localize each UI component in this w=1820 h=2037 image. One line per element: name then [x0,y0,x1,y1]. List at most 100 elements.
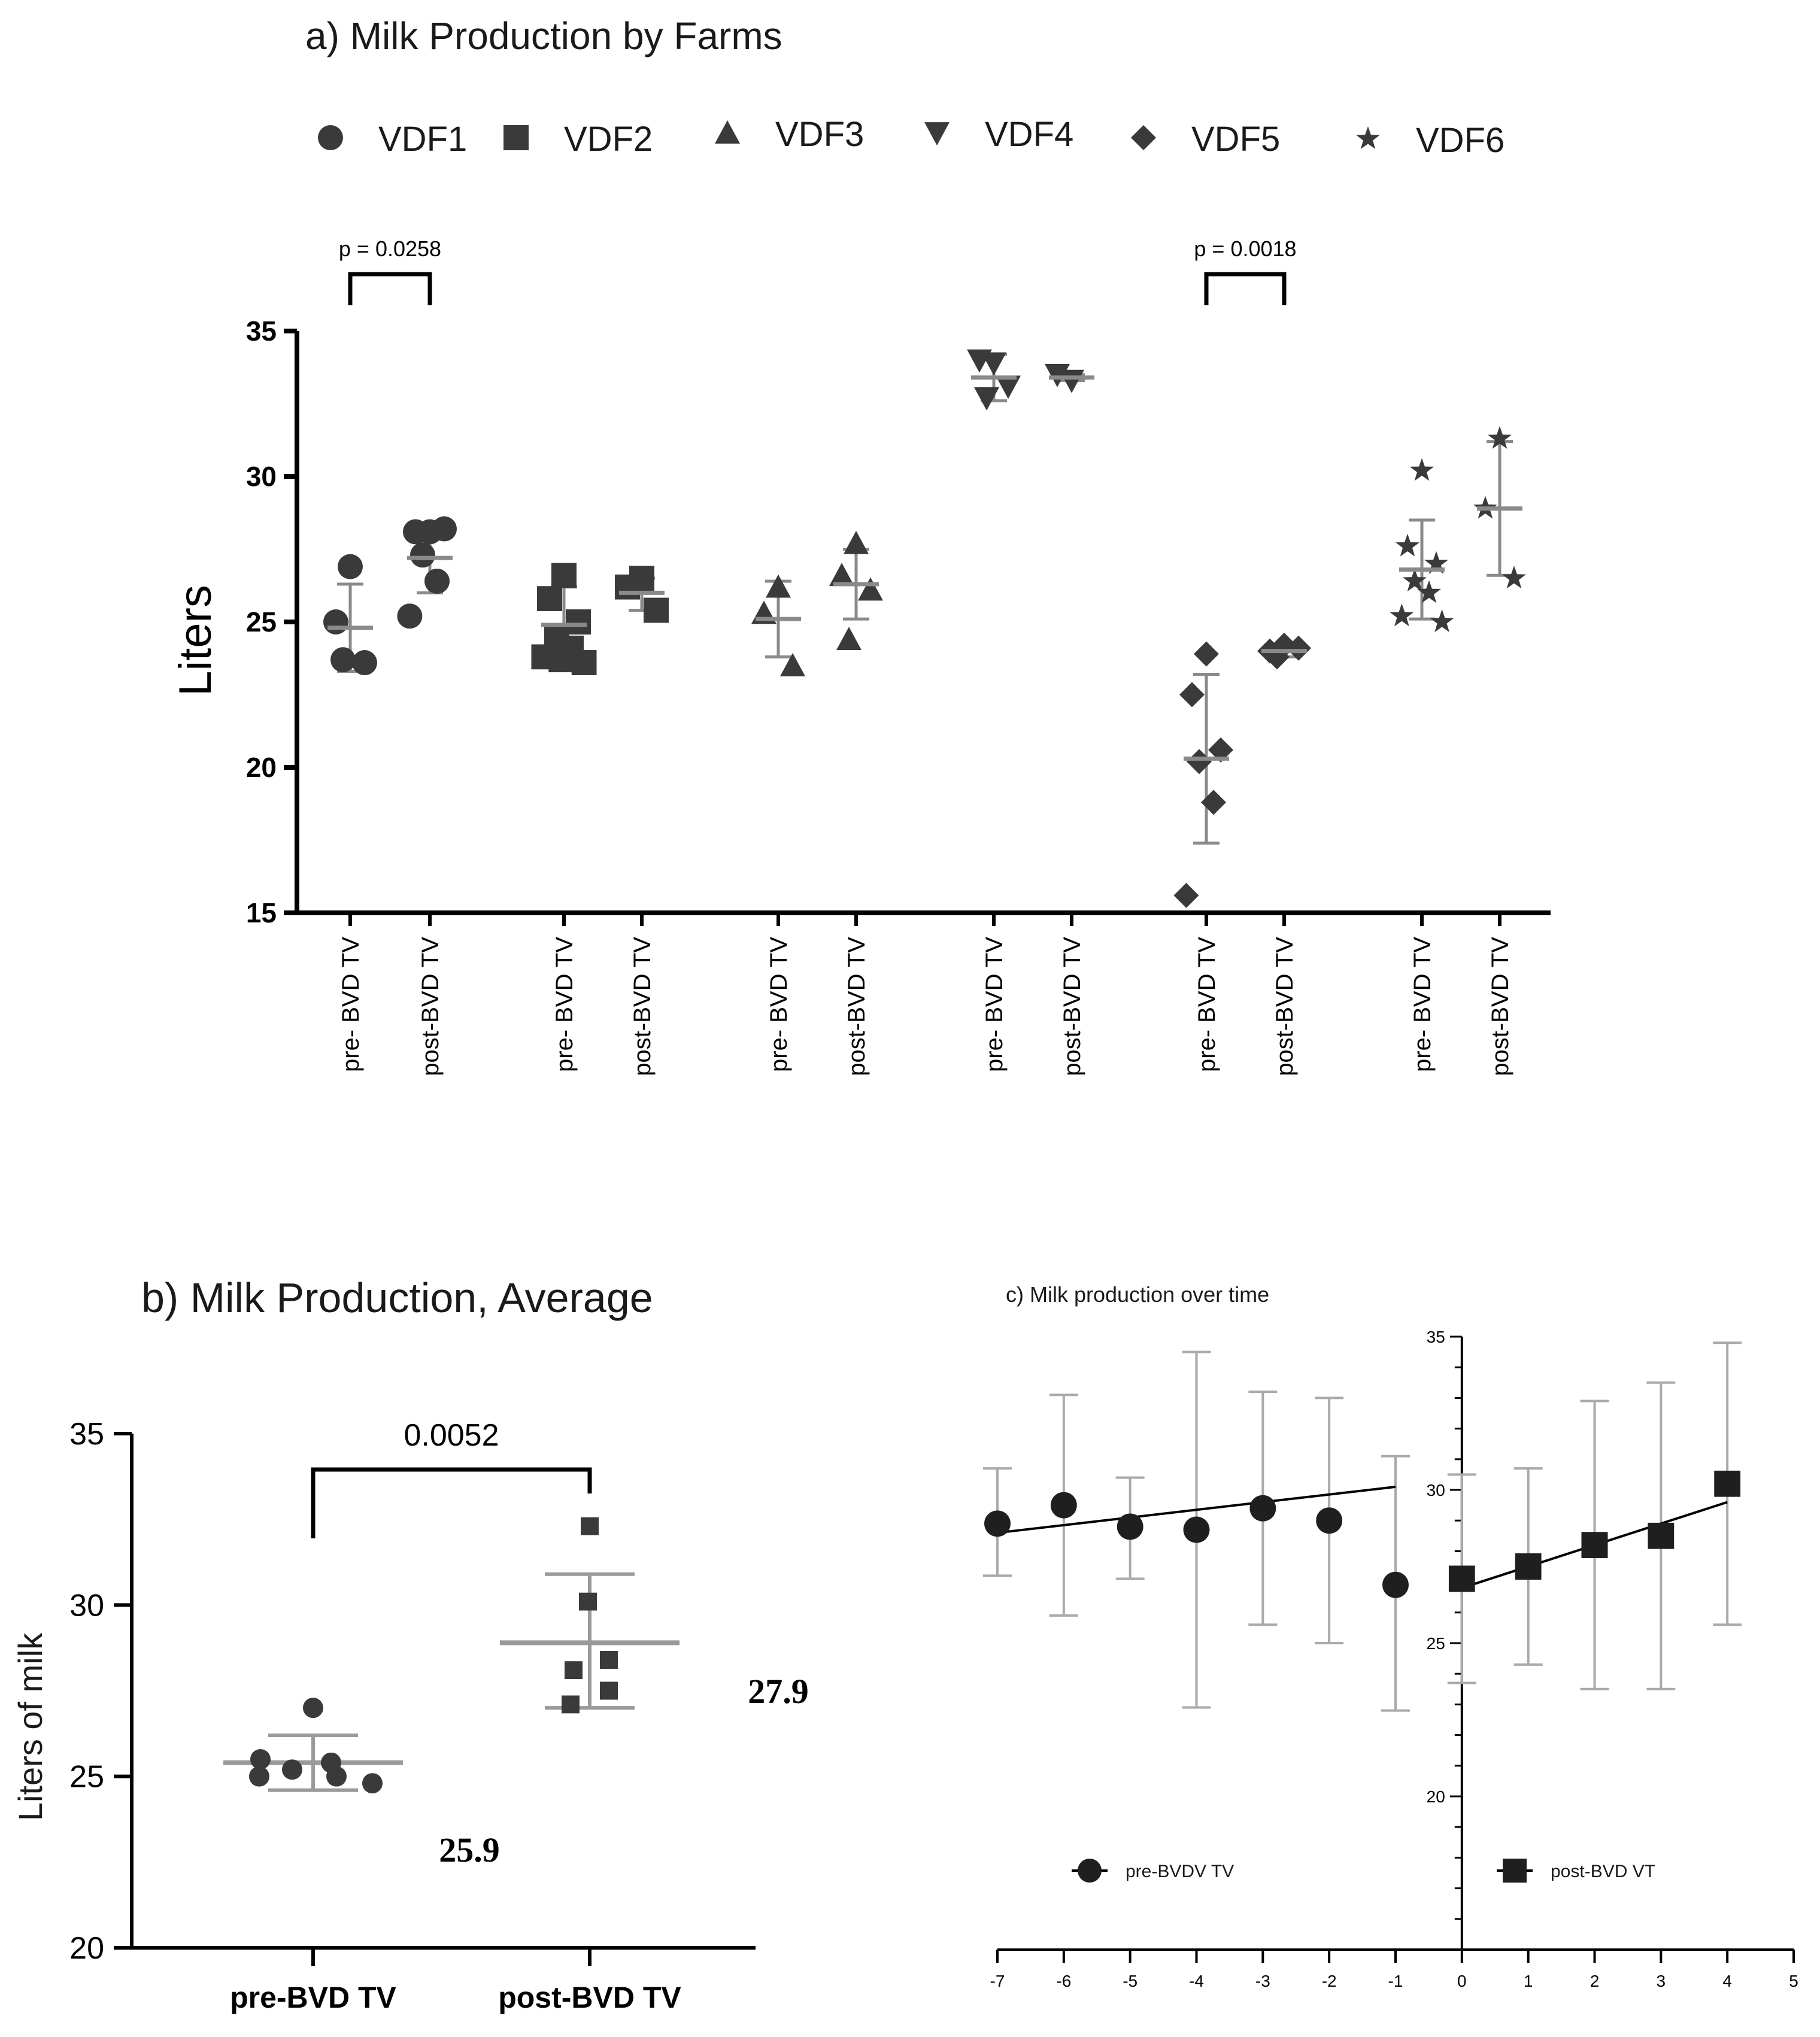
a-legend-item-vdf3: VDF3 [715,115,864,154]
b-mean-value-label: 27.9 [748,1672,809,1711]
c-legend-marker [1503,1859,1527,1883]
a-data-point [644,597,669,623]
c-x-tick-label: -7 [990,1972,1005,1990]
a-legend-label: VDF2 [564,120,653,159]
a-bracket-line [1204,272,1287,305]
a-data-point [1173,882,1199,908]
a-group-vdf5-pre [1173,641,1233,908]
a-x-tick-label: pre- BVD TV [551,937,578,1072]
c-x-tick-label: -3 [1255,1972,1270,1990]
c-x-tick-label: 2 [1590,1972,1600,1990]
a-significance-bracket: p = 0.0258 [339,236,441,305]
a-data-point [551,563,577,588]
a-data-point [836,627,862,651]
a-legend-label: VDF1 [378,120,467,159]
a-data-point [1410,458,1434,481]
b-x-tick-label: post-BVD TV [498,1981,681,2014]
a-legend-item-vdf6: VDF6 [1356,121,1504,160]
a-x-tick-label: post-BVD TV [1059,937,1085,1076]
a-group-vdf6-pre [1390,458,1454,632]
a-legend-marker [503,125,529,150]
c-data-point [1050,1492,1077,1519]
a-data-point [974,387,999,411]
a-group-vdf1-pre [323,554,377,676]
panel-a-axes: 15 20 25 30 35 pre- BVD TV post-BVD TV pre- BVD… [246,315,1551,1076]
c-data-point [1714,1470,1741,1497]
b-data-point [303,1698,323,1719]
a-y-tick-label: 20 [246,752,277,783]
b-data-point [565,1661,583,1680]
a-data-point [1390,603,1414,627]
b-data-point [581,1517,599,1535]
a-group-vdf5-post [1257,632,1311,670]
a-data-point [766,574,791,598]
a-x-tick-label: pre- BVD TV [1409,937,1436,1072]
c-legend-label: post-BVD VT [1551,1862,1655,1881]
a-group-vdf1-post [397,516,457,629]
panel-b-y-label: Liters of milk [11,1632,49,1821]
a-x-tick-label: pre- BVD TV [1194,937,1220,1072]
b-data-point [579,1592,597,1611]
c-x-tick-label: -2 [1322,1972,1337,1990]
c-x-tick-label: 0 [1457,1972,1467,1990]
a-data-point [338,554,363,579]
c-legend-marker [1078,1859,1102,1883]
a-data-point [330,647,356,673]
b-y-tick-label: 35 [69,1417,104,1452]
b-data-point [600,1681,618,1700]
a-group-vdf2-pre [531,563,597,676]
c-trend-line [997,1485,1396,1534]
a-group-vdf4-pre [967,349,1021,411]
c-data-point [1316,1507,1343,1534]
b-x-tick-label: pre-BVD TV [230,1981,396,2014]
a-legend-marker [715,120,740,144]
a-legend-label: VDF6 [1416,121,1504,160]
c-y-tick-label: 35 [1427,1328,1445,1346]
a-data-point [844,530,869,554]
c-x-tick-label: -5 [1123,1972,1138,1990]
a-group-vdf6-post [1473,426,1526,589]
c-data-point [1183,1516,1210,1543]
a-legend-marker [1356,126,1380,149]
a-x-tick-label: post-BVD TV [417,937,444,1076]
c-data-point [1581,1532,1608,1559]
a-legend-label: VDF3 [775,115,864,154]
a-data-point [432,516,457,542]
a-x-tick-label: pre- BVD TV [981,937,1008,1072]
a-legend-label: VDF4 [985,115,1073,154]
c-data-point [1648,1522,1675,1549]
c-series-post [1447,1341,1742,1690]
panel-c-axes: -7 -6 -5 -4 -3 -2 -1 0 1 2 3 4 5 20 25 30 35 [990,1328,1798,1990]
panel-a-chart: a) Milk Production by Farms VDF1 VDF2 VDF3… [170,14,1551,1076]
a-x-tick-label: pre- BVD TV [338,937,364,1072]
c-y-tick-label: 20 [1427,1787,1445,1806]
b-y-tick-label: 20 [69,1931,104,1966]
a-y-tick-label: 15 [246,897,277,928]
b-data-point [249,1766,269,1787]
a-x-tick-label: post-BVD TV [629,937,656,1076]
a-data-point [1179,682,1205,708]
a-significance-bracket: p = 0.0018 [1194,236,1297,305]
a-data-point [397,603,423,629]
a-data-point [410,542,435,568]
c-x-tick-label: 5 [1789,1972,1798,1990]
a-legend-item-vdf1: VDF1 [318,120,467,159]
c-data-point [1117,1513,1143,1540]
panel-a-legend: VDF1 VDF2 VDF3 VDF4 VDF5 VDF6 [318,115,1504,160]
a-legend-item-vdf2: VDF2 [503,120,653,159]
c-y-tick-label: 25 [1427,1634,1445,1653]
a-data-point [537,586,562,612]
a-y-tick-label: 35 [246,315,277,347]
b-significance-bracket: 0.0052 [311,1418,592,1538]
a-legend-item-vdf4: VDF4 [924,115,1073,154]
a-group-vdf3-pre [751,574,805,676]
a-group-vdf4-post [1045,364,1094,393]
a-x-tick-label: pre- BVD TV [766,937,792,1072]
panel-c-marks [983,1341,1742,1712]
c-data-point [1448,1565,1475,1592]
a-data-point [424,568,450,594]
panel-a-y-label: Liters [170,585,221,696]
c-legend-label: pre-BVDV TV [1126,1862,1234,1881]
a-group-vdf2-post [615,566,669,623]
a-x-tick-label: post-BVD TV [1487,937,1513,1076]
